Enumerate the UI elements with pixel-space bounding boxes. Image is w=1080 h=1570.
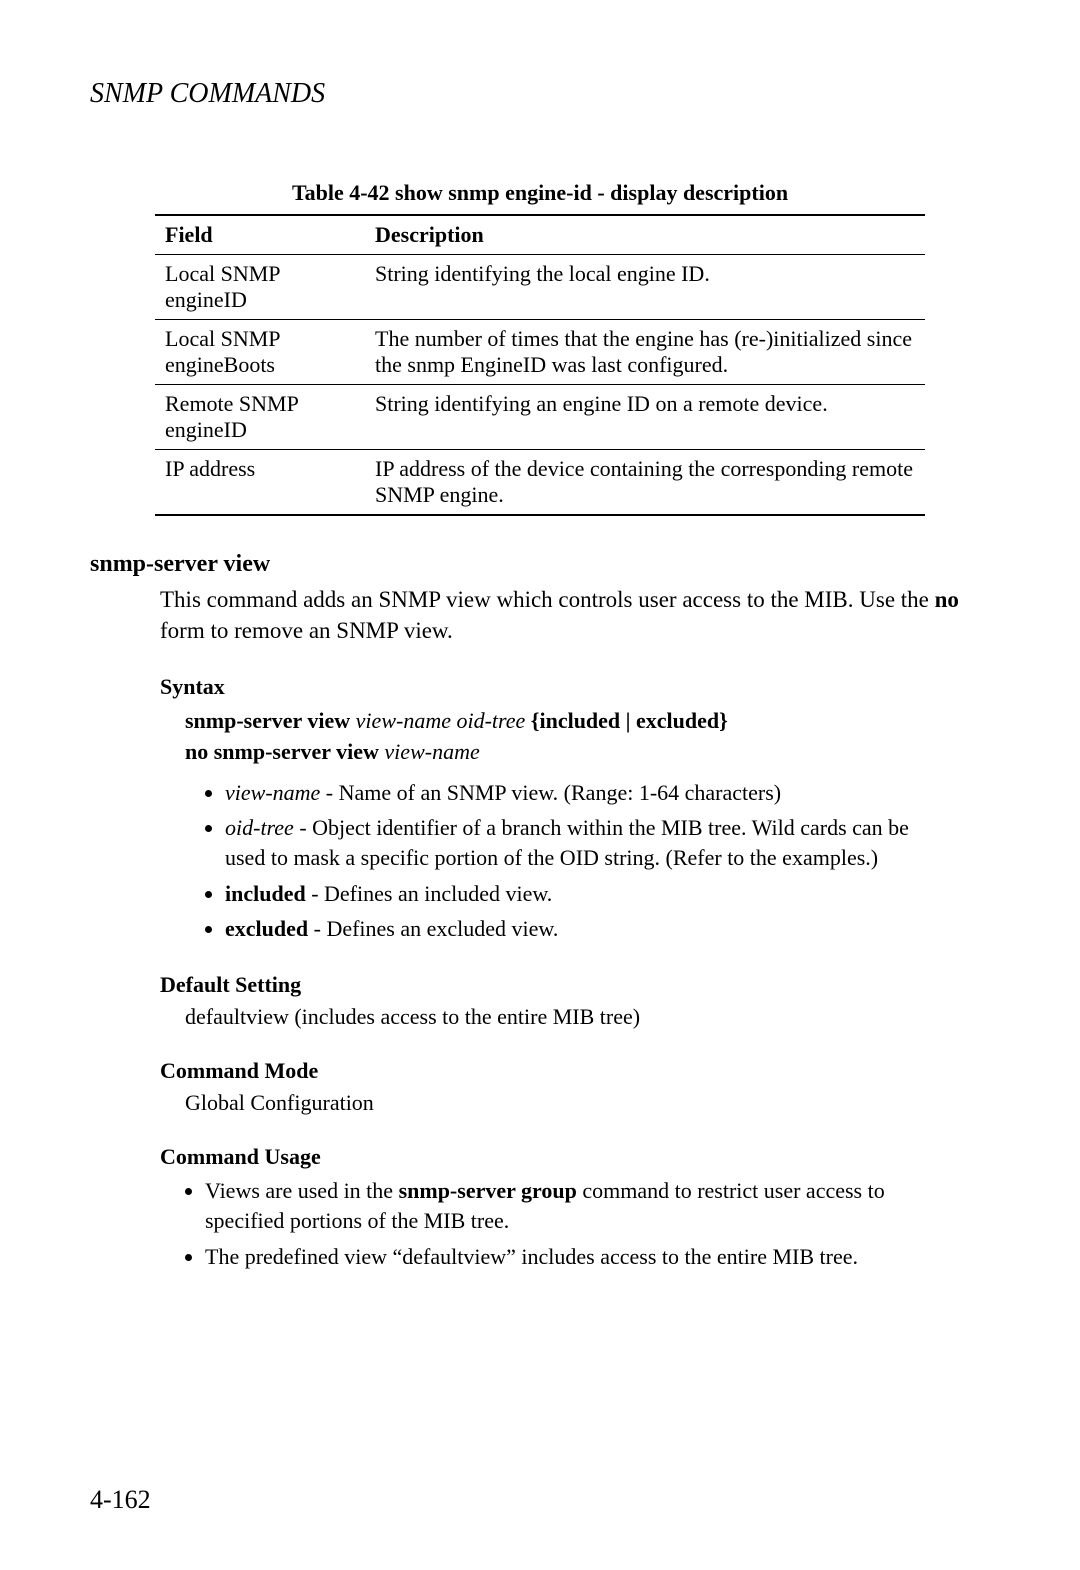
usage-cmd-ref: snmp-server group	[399, 1178, 577, 1203]
table-header-row: Field Description	[155, 215, 925, 255]
command-intro: This command adds an SNMP view which con…	[160, 584, 990, 646]
cell-field: IP address	[155, 450, 365, 516]
syntax-cmd-a: snmp-server view	[185, 708, 350, 733]
syntax-block: snmp-server view view-name oid-tree {inc…	[185, 706, 990, 768]
param-term: included	[225, 881, 306, 906]
param-desc: - Defines an excluded view.	[308, 916, 558, 941]
intro-text-2: form to remove an SNMP view.	[160, 618, 453, 643]
table-row: Remote SNMP engineID String identifying …	[155, 385, 925, 450]
usage-list: Views are used in the snmp-server group …	[90, 1176, 990, 1271]
header-rest: OMMANDS	[188, 78, 325, 109]
syntax-cmd-b-args: view-name	[379, 739, 480, 764]
usage-text: Views are used in the	[205, 1178, 399, 1203]
param-desc: - Object identifier of a branch within t…	[225, 815, 909, 870]
default-setting-text: defaultview (includes access to the enti…	[185, 1004, 990, 1030]
table-row: Local SNMP engineBoots The number of tim…	[155, 320, 925, 385]
syntax-cmd-a-args: view-name oid-tree	[350, 708, 525, 733]
list-item: Views are used in the snmp-server group …	[205, 1176, 990, 1235]
cell-field: Local SNMP engineID	[155, 255, 365, 320]
header-first: SNMP C	[90, 78, 188, 109]
intro-text-1: This command adds an SNMP view which con…	[160, 587, 935, 612]
usage-text: The predefined view “defaultview” includ…	[205, 1244, 858, 1269]
param-desc: - Name of an SNMP view. (Range: 1-64 cha…	[320, 780, 781, 805]
command-usage-label: Command Usage	[160, 1144, 990, 1170]
command-heading: snmp-server view	[90, 551, 990, 578]
document-page: SNMP COMMANDS Table 4-42 show snmp engin…	[0, 0, 1080, 1570]
display-description-table: Field Description Local SNMP engineID St…	[155, 214, 925, 516]
default-setting-label: Default Setting	[160, 972, 990, 998]
cell-field: Local SNMP engineBoots	[155, 320, 365, 385]
list-item: The predefined view “defaultview” includ…	[205, 1242, 990, 1272]
cell-desc: String identifying an engine ID on a rem…	[365, 385, 925, 450]
list-item: excluded - Defines an excluded view.	[225, 914, 990, 944]
param-term: oid-tree	[225, 815, 294, 840]
command-mode-label: Command Mode	[160, 1058, 990, 1084]
syntax-cmd-a-tail: {included | excluded}	[525, 708, 728, 733]
param-term: excluded	[225, 916, 308, 941]
col-desc-header: Description	[365, 215, 925, 255]
cell-desc: IP address of the device containing the …	[365, 450, 925, 516]
page-number: 4-162	[90, 1485, 151, 1515]
cell-desc: The number of times that the engine has …	[365, 320, 925, 385]
param-term: view-name	[225, 780, 320, 805]
intro-no-keyword: no	[935, 587, 959, 612]
list-item: oid-tree - Object identifier of a branch…	[225, 813, 990, 872]
list-item: included - Defines an included view.	[225, 879, 990, 909]
param-desc: - Defines an included view.	[306, 881, 553, 906]
page-header: SNMP COMMANDS	[90, 78, 990, 110]
table-caption: Table 4-42 show snmp engine-id - display…	[90, 180, 990, 206]
parameter-list: view-name - Name of an SNMP view. (Range…	[90, 778, 990, 944]
list-item: view-name - Name of an SNMP view. (Range…	[225, 778, 990, 808]
syntax-label: Syntax	[160, 674, 990, 700]
table-row: IP address IP address of the device cont…	[155, 450, 925, 516]
cell-field: Remote SNMP engineID	[155, 385, 365, 450]
col-field-header: Field	[155, 215, 365, 255]
syntax-line-1: snmp-server view view-name oid-tree {inc…	[185, 706, 990, 737]
syntax-cmd-b: no snmp-server view	[185, 739, 379, 764]
command-mode-text: Global Configuration	[185, 1090, 990, 1116]
syntax-line-2: no snmp-server view view-name	[185, 737, 990, 768]
cell-desc: String identifying the local engine ID.	[365, 255, 925, 320]
table-row: Local SNMP engineID String identifying t…	[155, 255, 925, 320]
